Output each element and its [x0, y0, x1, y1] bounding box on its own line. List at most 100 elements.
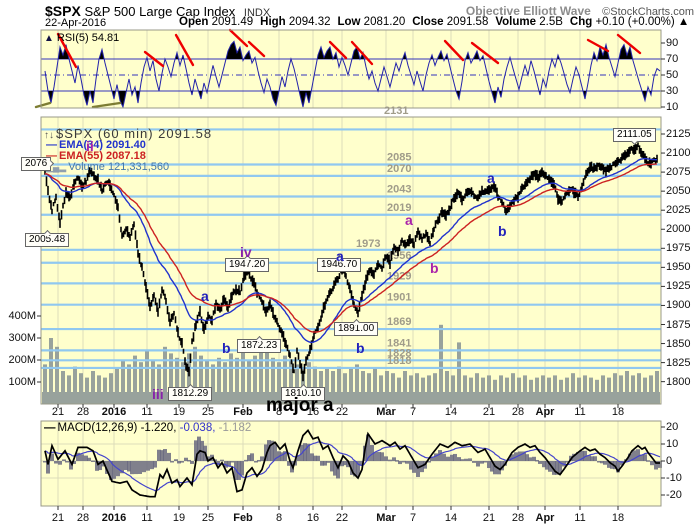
elliott-wave-label: b	[222, 340, 231, 356]
price-callout: 2076	[21, 157, 55, 171]
x-axis-label: Apr	[535, 406, 555, 418]
elliott-wave-label: b	[498, 223, 507, 239]
quote-label: Volume	[495, 16, 537, 28]
x-axis-label-bottom: 28	[511, 512, 525, 524]
volume-axis-label: 200M	[8, 354, 36, 366]
ema55-legend-text: EMA(55) 2087.18	[59, 150, 146, 162]
pivot-level-label: 1973	[356, 238, 380, 250]
macd-value-3: -1.182	[218, 422, 252, 434]
price-axis-label: 1800	[666, 375, 691, 388]
quote-value: 2091.58	[443, 16, 489, 28]
macd-line-swatch-icon: —	[44, 422, 56, 434]
price-legend: ↑↓ $SPX (60 min) 2091.58	[44, 126, 212, 141]
elliott-wave-label: iii	[152, 386, 164, 402]
pivot-level-label: 2085	[387, 151, 411, 163]
x-axis-label-bottom: 8	[275, 512, 283, 524]
x-axis-label-bottom: 21	[51, 512, 65, 524]
quote-value: 2094.32	[285, 16, 331, 28]
elliott-wave-label: a	[201, 288, 209, 304]
price-callout: 1810.10	[281, 383, 326, 401]
price-legend-text: $SPX (60 min) 2091.58	[56, 126, 213, 141]
macd-axis-label: 10	[666, 438, 679, 450]
x-axis-label: Feb	[233, 406, 253, 418]
pivot-level-label: 2019	[387, 202, 411, 214]
quote-label: Low	[337, 16, 361, 28]
chart-header: $SPX S&P 500 Large Cap Index INDX	[45, 3, 270, 19]
x-axis-label: 28	[511, 406, 525, 418]
rsi-legend: ▲ RSI(5) 54.81	[44, 32, 119, 44]
elliott-wave-label: b	[356, 340, 365, 356]
x-axis-label: 18	[611, 406, 625, 418]
pivot-level-label: 1869	[387, 316, 411, 328]
symbol: $SPX	[45, 3, 81, 19]
macd-value-2: -0.038,	[179, 422, 216, 434]
macd-value-1: -1.220,	[140, 422, 177, 434]
price-axis-label: 1925	[666, 280, 691, 293]
ema34-legend: — EMA(34) 2091.40	[46, 139, 146, 151]
price-axis-label: 1875	[666, 318, 691, 331]
x-axis-label: 19	[172, 406, 186, 418]
quote-value: +0.10 (+0.00%) ▲	[592, 16, 690, 28]
price-axis-label: 2000	[666, 223, 691, 236]
x-axis-label: 8	[275, 406, 283, 418]
x-axis-label: 11	[574, 406, 586, 418]
price-callout: 1812.29	[168, 383, 213, 401]
x-axis-label: 21	[51, 406, 65, 418]
price-callout: 1947.20	[225, 254, 270, 272]
x-axis-label-bottom: 25	[201, 512, 215, 524]
price-axis-label: 1825	[666, 356, 691, 369]
x-axis-label: 25	[201, 406, 215, 418]
x-axis-label: 7	[409, 406, 417, 418]
price-axis-label: 2075	[666, 166, 691, 179]
x-axis-label-bottom: Apr	[535, 512, 555, 524]
up-down-arrows-icon: ↑↓	[44, 130, 54, 141]
rsi-axis-label: 10	[666, 101, 679, 113]
x-axis-label-bottom: 7	[409, 512, 417, 524]
macd-legend-name: MACD(12,26,9)	[57, 422, 138, 434]
elliott-wave-label: iv	[240, 244, 252, 260]
volume-legend: ▁▄▂ Volume 121,331,560	[46, 161, 169, 173]
volume-bars-icon: ▁▄▂	[46, 162, 67, 172]
quote-label: Close	[412, 16, 444, 28]
price-axis-label: 2125	[666, 128, 691, 140]
ema34-line-swatch-icon: —	[46, 139, 57, 151]
pivot-level-label: 1841	[387, 337, 411, 349]
chart-date: 22-Apr-2016	[45, 17, 107, 29]
price-callout: 2111.05	[613, 128, 656, 146]
quote-value: 2081.20	[360, 16, 406, 28]
rsi-axis-label: 50	[666, 69, 679, 81]
quote-label: High	[260, 16, 286, 28]
stockcharts-credit: ©StockCharts.com	[602, 6, 694, 18]
x-axis-label: 2016	[101, 406, 127, 418]
rsi-legend-text: RSI(5) 54.81	[56, 32, 120, 44]
price-callout: 1872.23	[237, 335, 282, 353]
rsi-area-icon: ▲	[44, 33, 54, 44]
elliott-wave-label: a	[336, 248, 344, 264]
ohlc-quote-row: Open 2091.49 High 2094.32 Low 2081.20 Close…	[172, 16, 689, 28]
rsi-axis-label: 70	[666, 53, 679, 65]
elliott-wave-label: a	[487, 170, 495, 186]
x-axis-label-bottom: 16	[306, 512, 320, 524]
price-callout: 1946.70	[317, 254, 362, 272]
price-axis-label: 2050	[666, 185, 691, 198]
pivot-level-label: 1818	[387, 355, 411, 367]
macd-axis-label: -10	[666, 472, 682, 484]
x-axis-label-bottom: Mar	[376, 512, 396, 524]
pivot-level-label: 1828	[387, 347, 411, 359]
pivot-level-label: 2131	[384, 105, 408, 117]
price-axis-label: 2100	[666, 147, 691, 160]
macd-legend: — MACD(12,26,9) -1.220, -0.038, -1.182	[44, 422, 251, 434]
macd-axis-label: -20	[666, 489, 682, 501]
x-axis-label-bottom: 14	[444, 512, 458, 524]
x-axis-label-bottom: 11	[141, 512, 153, 524]
rsi-axis-label: 30	[666, 85, 679, 97]
x-axis-label: 11	[141, 406, 153, 418]
price-axis-label: 1950	[666, 261, 691, 274]
volume-legend-text: Volume 121,331,560	[68, 161, 170, 173]
price-axis-label: 1850	[666, 337, 691, 350]
brand-label: Objective Elliott Wave	[465, 4, 591, 18]
price-callout: 2005.48	[25, 229, 70, 247]
volume-axis-label: 300M	[8, 332, 36, 344]
price-axis-label: 2025	[666, 204, 691, 217]
